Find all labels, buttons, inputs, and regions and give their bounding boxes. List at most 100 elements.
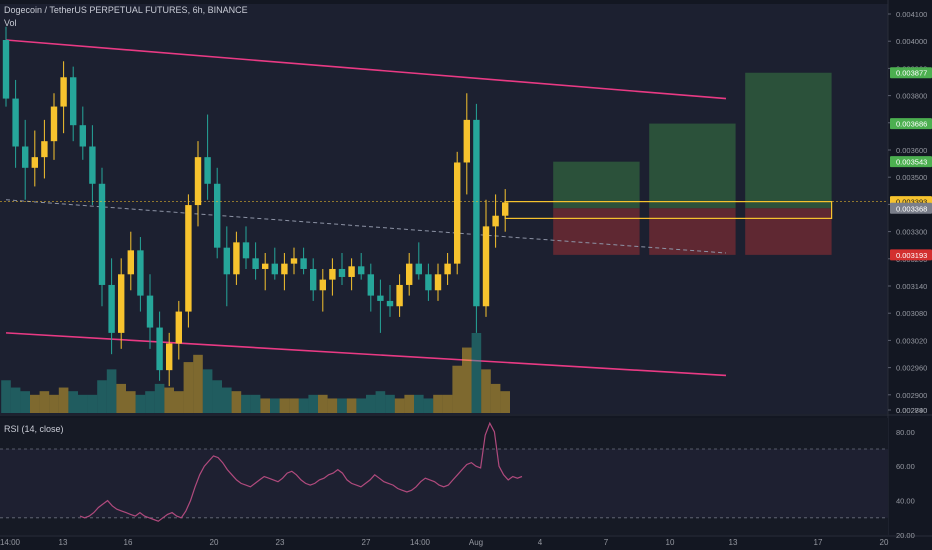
chart-legend: Dogecoin / TetherUS PERPETUAL FUTURES, 6… <box>4 4 248 30</box>
candle-body <box>2 40 10 99</box>
volume-bar <box>116 383 126 413</box>
candle-body <box>204 157 211 184</box>
candle-body <box>118 274 125 333</box>
candle-body <box>242 242 250 259</box>
profit-zone-3 <box>745 72 832 209</box>
volume-bar <box>87 394 98 413</box>
candle-body <box>89 146 96 184</box>
price-pane <box>0 0 932 537</box>
channel-lower-line <box>5 332 727 377</box>
channel-upper-line <box>5 39 727 100</box>
volume-bar <box>337 398 347 413</box>
time-tick-label: 10 <box>666 538 675 547</box>
rsi-band <box>0 448 888 518</box>
rsi-legend: RSI (14, close) <box>4 423 64 436</box>
volume-bar <box>135 394 146 413</box>
price-tick-label: 0.002790 <box>896 406 927 415</box>
time-tick-label: 4 <box>538 538 543 547</box>
price-tick-label: 0.003140 <box>896 282 927 291</box>
volume-bar <box>39 391 50 413</box>
rsi-tick-label: 60.00 <box>896 462 915 471</box>
price-tick-label: 0.002960 <box>896 364 927 373</box>
volume-bar <box>260 398 270 413</box>
candle-body <box>185 205 192 312</box>
loss-zone-2 <box>649 208 736 255</box>
candle-body <box>233 242 240 275</box>
volume-bar <box>279 398 290 413</box>
volume-bar <box>385 394 395 413</box>
candle-body <box>338 268 346 277</box>
candle-body <box>166 343 173 371</box>
candle-body <box>329 268 336 280</box>
volume-bar <box>78 394 88 413</box>
rsi-tick-label: 20.00 <box>896 531 915 540</box>
volume-bar <box>318 394 328 413</box>
candle-body <box>310 268 317 291</box>
time-tick-label: 13 <box>729 538 738 547</box>
volume-bar <box>231 391 242 413</box>
time-tick-label: 14:00 <box>410 538 431 547</box>
volume-bar <box>356 398 366 413</box>
price-tick-label: 0.002900 <box>896 391 927 400</box>
volume-bar <box>414 394 424 413</box>
time-tick-label: 16 <box>124 538 133 547</box>
candle-body <box>271 263 278 275</box>
candle-body <box>415 263 422 275</box>
candle-body <box>60 77 67 107</box>
price-tick-label: 0.003500 <box>896 173 927 182</box>
volume-bar <box>106 369 117 413</box>
volume-bar <box>202 369 213 413</box>
price-tick-label: 0.003600 <box>896 146 927 155</box>
loss-zone-1 <box>553 208 640 255</box>
candle-body <box>31 157 38 168</box>
candle-body <box>252 258 259 269</box>
volume-bar <box>394 398 405 413</box>
candle-body <box>156 327 163 371</box>
volume-bar <box>241 394 251 413</box>
candle-body <box>127 250 134 275</box>
time-tick-label: 7 <box>604 538 609 547</box>
price-tick-label: 0.004100 <box>896 10 927 19</box>
volume-label: Vol <box>4 18 17 28</box>
volume-bar <box>404 394 414 413</box>
candle-body <box>70 77 77 126</box>
price-axis: 0.0041000.0040000.0039000.0038000.003700… <box>888 10 932 415</box>
price-tag-stop <box>890 249 932 261</box>
candle-body <box>137 250 144 296</box>
candle-body <box>358 266 365 275</box>
volume-bar <box>1 380 11 413</box>
volume-bar <box>145 391 155 413</box>
time-tick-label: 17 <box>814 538 823 547</box>
candle-body <box>396 284 403 307</box>
time-tick-label: 27 <box>362 538 371 547</box>
candle-body <box>175 311 182 344</box>
volume-bar <box>327 398 338 413</box>
volume-bar <box>452 365 462 413</box>
rsi-tick-label: 80.00 <box>896 428 915 437</box>
candle-body <box>434 274 442 291</box>
volume-bar <box>250 394 261 413</box>
volume-bar <box>68 391 78 413</box>
volume-bar <box>174 391 184 413</box>
volume-bar <box>346 398 357 413</box>
price-tag-target <box>890 118 932 130</box>
candle-body <box>319 279 326 291</box>
candle-body <box>108 284 115 333</box>
volume-bar <box>462 347 472 413</box>
candle-body <box>492 215 499 227</box>
rsi-label: RSI (14, close) <box>4 424 64 434</box>
volume-bar <box>20 391 30 413</box>
candle-body <box>367 274 374 296</box>
volume-bar <box>289 398 299 413</box>
candle-body <box>223 247 230 275</box>
time-tick-label: 20 <box>880 538 889 547</box>
volume-bar <box>97 380 107 413</box>
rsi-axis: 80.00 60.00 40.00 20.00 <box>896 428 915 540</box>
candle-body <box>406 263 413 285</box>
price-tick-label: 0.003020 <box>896 336 927 345</box>
volume-bar <box>154 383 165 413</box>
volume-bar <box>298 398 309 413</box>
price-tag-label: 0.003193 <box>896 251 927 260</box>
candle-body <box>12 98 19 147</box>
candle-body <box>79 125 86 147</box>
